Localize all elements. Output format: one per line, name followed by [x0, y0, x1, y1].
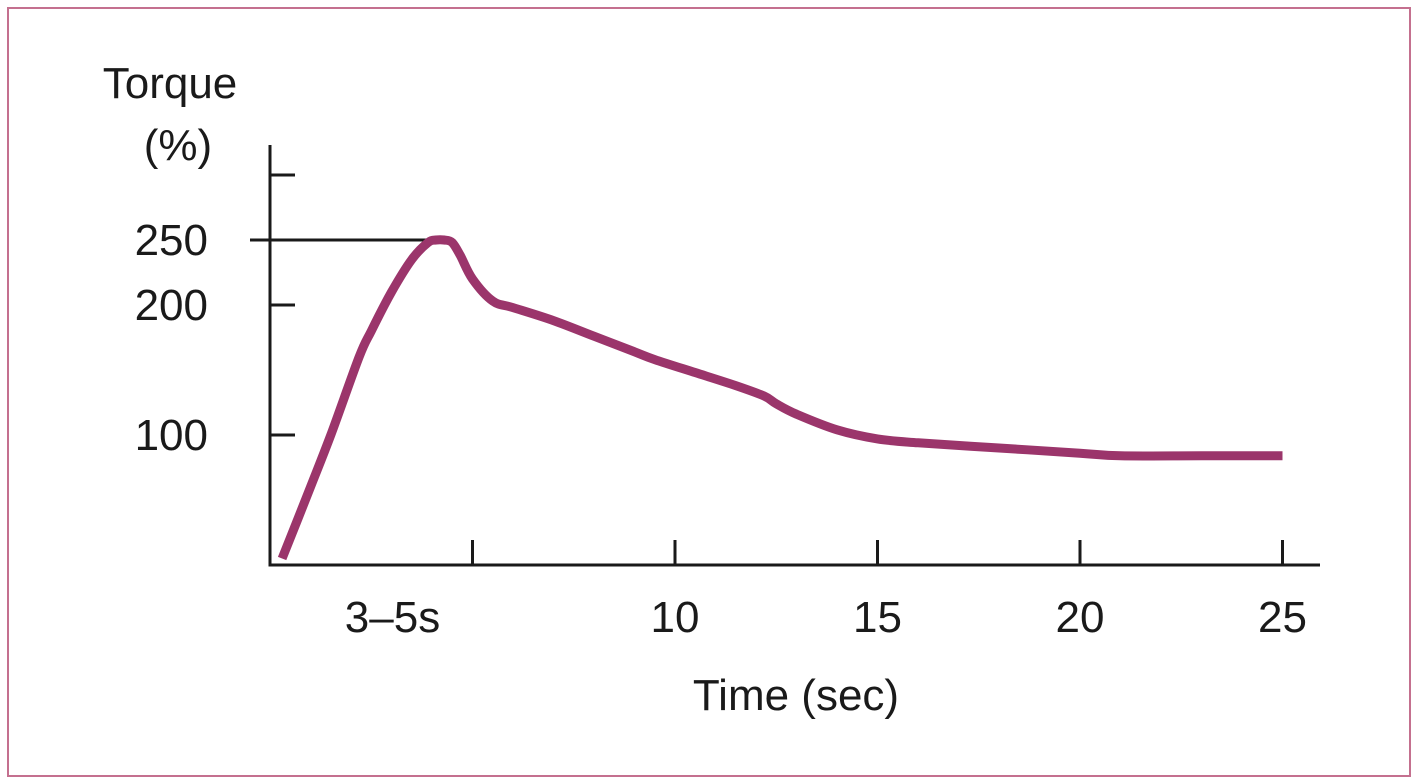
y-axis-label-line1: Torque: [103, 59, 238, 108]
series-layer: [277, 235, 1283, 561]
x-tick-label: 3–5s: [345, 593, 440, 642]
axes: [250, 145, 1320, 567]
torque-curve: [277, 235, 1283, 561]
y-tick-label: 100: [135, 411, 208, 460]
x-tick-label: 20: [1056, 593, 1105, 642]
x-tick-label: 15: [853, 593, 902, 642]
x-tick-label: 10: [651, 593, 700, 642]
axis-ticks: 100 200 250 3–5s 10 15 20 25: [135, 173, 1307, 642]
y-axis-label-line2: (%): [144, 121, 212, 170]
y-tick-label: 250: [135, 216, 208, 265]
y-tick-label: 200: [135, 281, 208, 330]
x-axis-label: Time (sec): [693, 671, 899, 720]
x-tick-label: 25: [1258, 593, 1307, 642]
